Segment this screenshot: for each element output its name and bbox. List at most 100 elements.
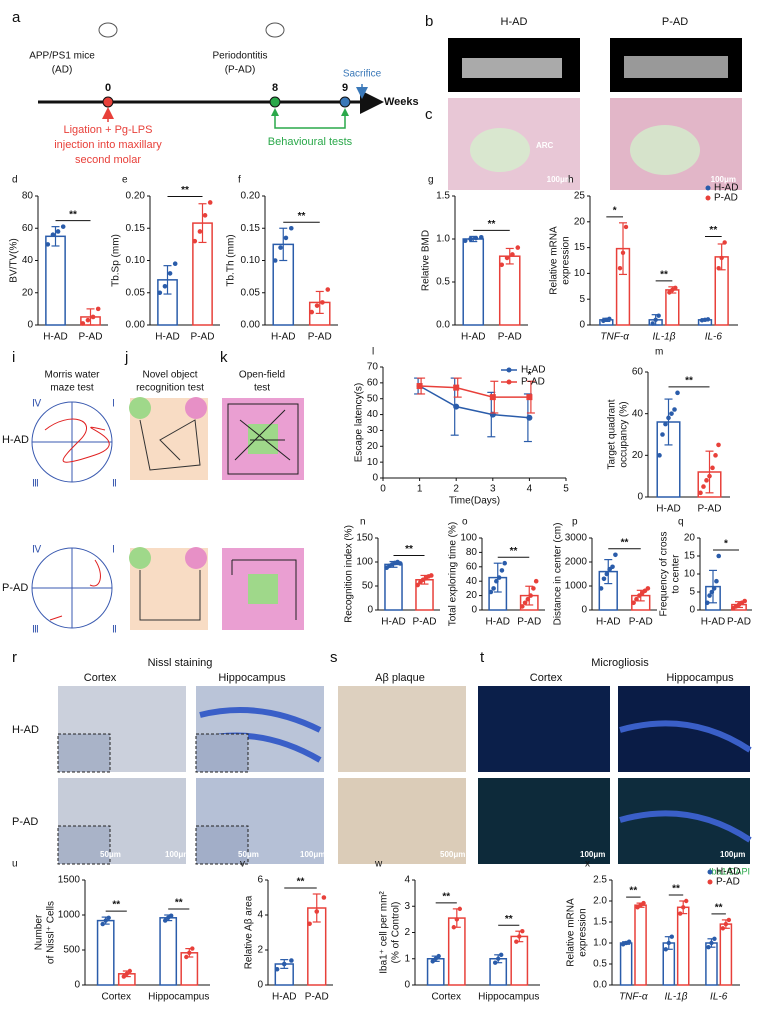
sig-label: ** <box>709 225 717 236</box>
panels-ijk: i j k Morris water maze test Novel objec… <box>2 349 304 636</box>
data-point <box>504 255 510 261</box>
data-point <box>712 936 717 941</box>
data-point <box>281 961 287 967</box>
data-point <box>701 484 706 489</box>
data-point <box>320 300 325 305</box>
y-tick-label: 6 <box>257 875 263 886</box>
data-point <box>95 306 101 312</box>
data-point <box>533 578 539 584</box>
label: maze test <box>50 383 94 394</box>
panel-letter: j <box>124 349 128 366</box>
y-tick-label: 0 <box>471 605 477 616</box>
data-point <box>309 309 315 315</box>
y-tick-label: 20 <box>466 590 478 601</box>
bar <box>462 238 485 326</box>
data-point <box>610 564 615 570</box>
y-axis-label: Total exploring time (%) <box>448 522 459 626</box>
legend-marker <box>707 869 713 875</box>
data-point <box>598 586 604 591</box>
week-label: 8 <box>272 82 278 94</box>
data-point <box>657 453 662 458</box>
data-point <box>499 262 505 268</box>
y-tick-label: 3 <box>404 901 410 912</box>
y-tick-label: 0 <box>257 980 263 991</box>
sig-label: ** <box>629 886 637 897</box>
y-tick-label: 500 <box>63 945 80 956</box>
data-point <box>678 911 683 916</box>
x-tick-label: IL-6 <box>710 992 728 1003</box>
data-point <box>669 411 674 416</box>
quadrant: Ⅲ <box>32 625 39 636</box>
data-point <box>641 900 646 906</box>
image <box>338 778 466 864</box>
label: Hippocampus <box>218 672 286 684</box>
bar <box>510 935 529 986</box>
data-point <box>124 971 130 976</box>
data-point <box>617 266 623 271</box>
x-tick-label: H-AD <box>701 617 725 628</box>
label: (AD) <box>52 65 73 76</box>
bar <box>634 904 647 986</box>
y-tick-label: 0.20 <box>126 191 146 202</box>
marker <box>489 394 496 401</box>
y-axis-label: Iba1⁺ cell per mm² <box>379 891 390 974</box>
y-tick-label: 2 <box>404 927 410 938</box>
y-axis-label: Frequency of cross <box>659 531 670 616</box>
object <box>129 547 151 569</box>
scale-label: 100μm <box>165 850 190 859</box>
data-point <box>157 290 163 296</box>
y-tick-label: 60 <box>367 377 379 388</box>
legend-label: P-AD <box>714 193 738 204</box>
data-point <box>451 925 457 930</box>
data-point <box>167 271 173 276</box>
y-tick-label: 10 <box>574 268 586 279</box>
data-point <box>398 561 403 566</box>
data-point <box>106 915 111 920</box>
x-tick-label: P-AD <box>79 332 103 343</box>
data-point <box>716 553 722 559</box>
sig-label: ** <box>298 211 306 222</box>
y-tick-label: 0.5 <box>593 959 607 970</box>
scale-label: 100μm <box>580 850 605 859</box>
data-point <box>289 958 294 963</box>
label: Open-field <box>239 370 285 381</box>
label: Cortex <box>530 672 563 684</box>
scale-label: 50μm <box>238 850 259 859</box>
y-tick-label: 0.15 <box>126 223 146 234</box>
image <box>478 686 610 772</box>
data-point <box>430 959 435 964</box>
panel-letter: o <box>462 517 468 528</box>
y-tick-label: 0 <box>404 980 410 991</box>
data-point <box>672 407 677 412</box>
timeline-dot <box>102 96 114 108</box>
y-tick-label: 150 <box>356 533 373 544</box>
track <box>227 403 299 475</box>
legend-label: P-AD <box>716 877 740 888</box>
data-point <box>631 600 636 606</box>
y-tick-label: 20 <box>22 287 34 298</box>
bone <box>462 58 562 78</box>
y-tick-label: 1.0 <box>436 234 450 245</box>
swim-path <box>44 418 110 463</box>
x-tick-label: TNF-α <box>619 992 648 1003</box>
sig-label: ** <box>405 544 413 555</box>
panel-letter: r <box>12 649 17 666</box>
group-label: H-AD <box>501 16 528 28</box>
y-tick-label: 0 <box>689 605 695 616</box>
data-point <box>457 906 463 912</box>
marker <box>453 384 460 391</box>
panel-letter: g <box>428 175 434 186</box>
legend-label: H-AD <box>716 867 740 878</box>
label: Periodontitis <box>212 51 267 62</box>
label: Novel object <box>142 370 197 381</box>
sig-label: ** <box>621 537 629 548</box>
panel-letter: b <box>425 13 433 30</box>
y-tick-label: 20 <box>574 216 586 227</box>
data-point <box>716 266 721 271</box>
data-point <box>604 571 610 577</box>
x-tick-label: H-AD <box>271 332 295 343</box>
sig-label: ** <box>442 892 450 903</box>
sig-label: ** <box>488 219 496 230</box>
data-point <box>429 573 434 578</box>
